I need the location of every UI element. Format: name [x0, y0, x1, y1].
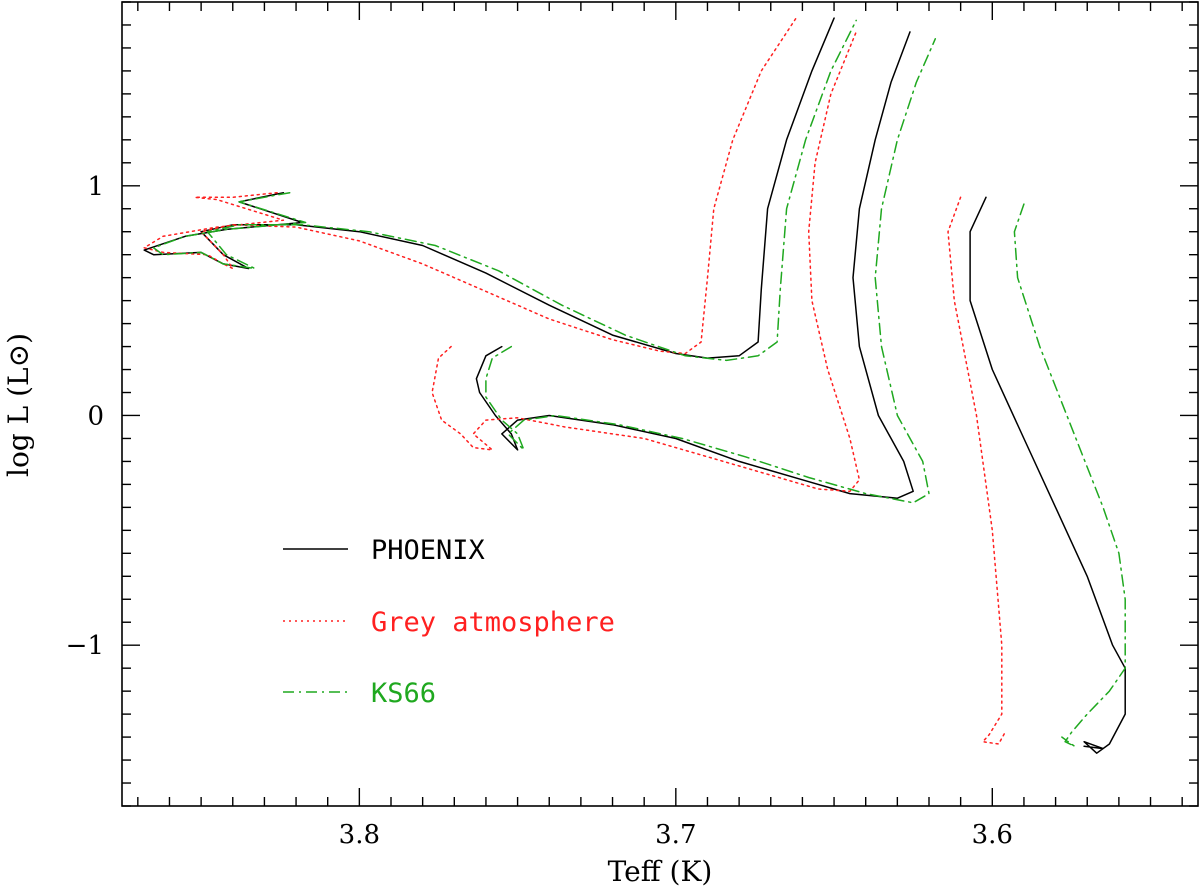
legend: PHOENIX Grey atmosphere KS66: [283, 535, 615, 709]
y-axis-title: log L (L⊙): [2, 333, 35, 477]
axis-ticks: [122, 1, 1198, 807]
x-axis-title: Teff (K): [608, 855, 713, 888]
legend-label: KS66: [371, 678, 436, 709]
series-line: [152, 19, 857, 362]
y-tick-label: 1: [87, 172, 104, 202]
y-tick-label: 0: [87, 401, 104, 431]
legend-label: PHOENIX: [371, 535, 485, 566]
x-tick-label: 3.8: [339, 820, 380, 850]
y-tick-label: −1: [66, 631, 104, 661]
x-tick-label: 3.6: [972, 820, 1013, 850]
series-line: [1013, 203, 1126, 748]
curves: [143, 17, 1126, 754]
legend-label: Grey atmosphere: [371, 607, 615, 638]
series-line: [969, 196, 1126, 754]
series-line: [485, 38, 937, 504]
series-line: [475, 31, 914, 499]
tick-labels: 3.8 3.7 3.6 −1 0 1: [66, 172, 1013, 850]
series-line: [431, 31, 861, 493]
x-tick-label: 3.7: [655, 820, 696, 850]
plot-frame: [121, 1, 1199, 807]
